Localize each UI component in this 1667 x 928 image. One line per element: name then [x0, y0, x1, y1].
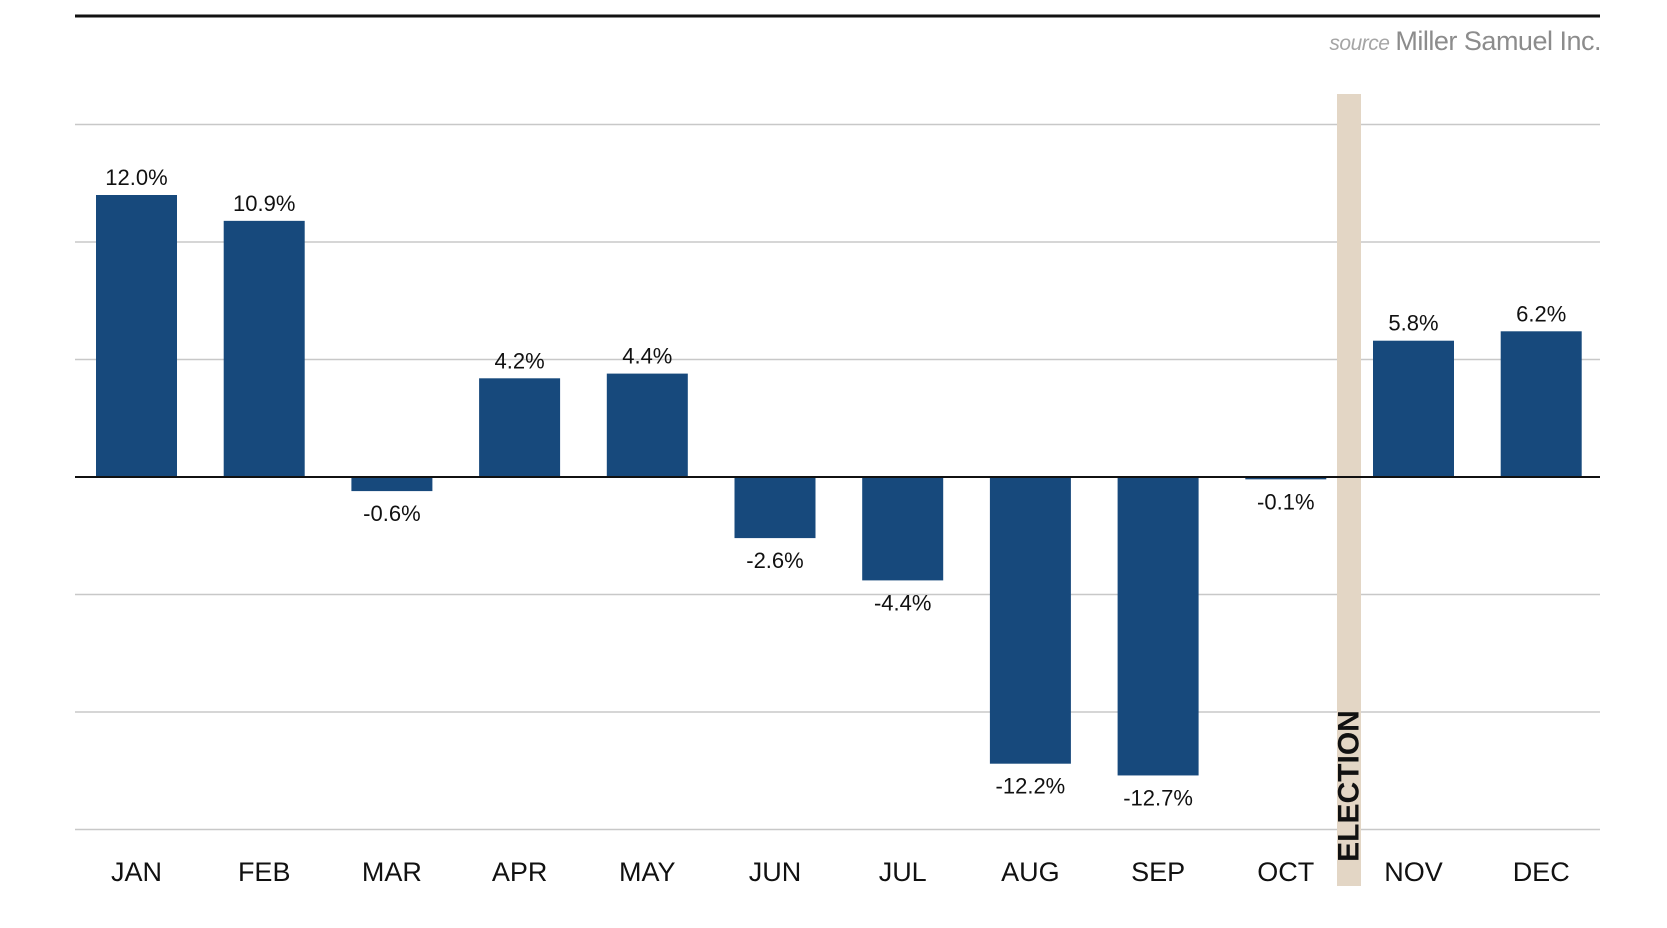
election-band — [1337, 94, 1361, 886]
data-label-jun: -2.6% — [746, 548, 803, 573]
bar-dec — [1500, 331, 1582, 477]
tick-label-sep: SEP — [1131, 857, 1185, 887]
bars — [96, 195, 1582, 776]
data-label-aug: -12.2% — [996, 774, 1066, 799]
data-label-sep: -12.7% — [1123, 785, 1193, 810]
data-label-feb: 10.9% — [233, 191, 295, 216]
data-label-jan: 12.0% — [105, 165, 167, 190]
bar-may — [606, 373, 688, 477]
gridlines — [75, 123, 1600, 831]
data-label-nov: 5.8% — [1388, 311, 1438, 336]
tick-label-jun: JUN — [749, 857, 802, 887]
data-label-dec: 6.2% — [1516, 301, 1566, 326]
bar-sep — [1117, 477, 1199, 776]
tick-label-may: MAY — [619, 857, 676, 887]
tick-label-jul: JUL — [879, 857, 927, 887]
source-credit: source Miller Samuel Inc. — [1329, 26, 1601, 57]
tick-label-oct: OCT — [1257, 857, 1314, 887]
data-labels: 12.0% 10.9% -0.6% 4.2% 4.4% -2.6% -4.4% -12.2% -… — [105, 165, 1566, 810]
data-label-may: 4.4% — [622, 344, 672, 369]
data-label-oct: -0.1% — [1257, 489, 1314, 514]
bar-jul — [862, 477, 944, 581]
tick-label-nov: NOV — [1384, 857, 1443, 887]
bar-nov — [1373, 340, 1454, 477]
bar-oct — [1245, 477, 1327, 480]
bar-jan — [96, 195, 177, 477]
bar-jun — [734, 477, 816, 539]
source-name: Miller Samuel Inc. — [1395, 26, 1601, 56]
tick-label-apr: APR — [492, 857, 548, 887]
tick-label-mar: MAR — [362, 857, 422, 887]
bar-feb — [223, 220, 305, 477]
data-label-jul: -4.4% — [874, 590, 931, 615]
bar-mar — [351, 477, 433, 492]
election-marker: ELECTION — [1333, 94, 1366, 886]
tick-label-feb: FEB — [238, 857, 291, 887]
election-label: ELECTION — [1333, 710, 1366, 862]
bar-apr — [479, 378, 561, 477]
tick-label-dec: DEC — [1513, 857, 1570, 887]
bar-aug — [989, 477, 1071, 764]
data-label-apr: 4.2% — [495, 348, 545, 373]
x-axis-ticks: JAN FEB MAR APR MAY JUN JUL AUG SEP OCT NOV DEC — [111, 857, 1570, 887]
source-prefix: source — [1329, 32, 1390, 55]
data-label-mar: -0.6% — [363, 501, 420, 526]
tick-label-aug: AUG — [1001, 857, 1060, 887]
tick-label-jan: JAN — [111, 857, 162, 887]
